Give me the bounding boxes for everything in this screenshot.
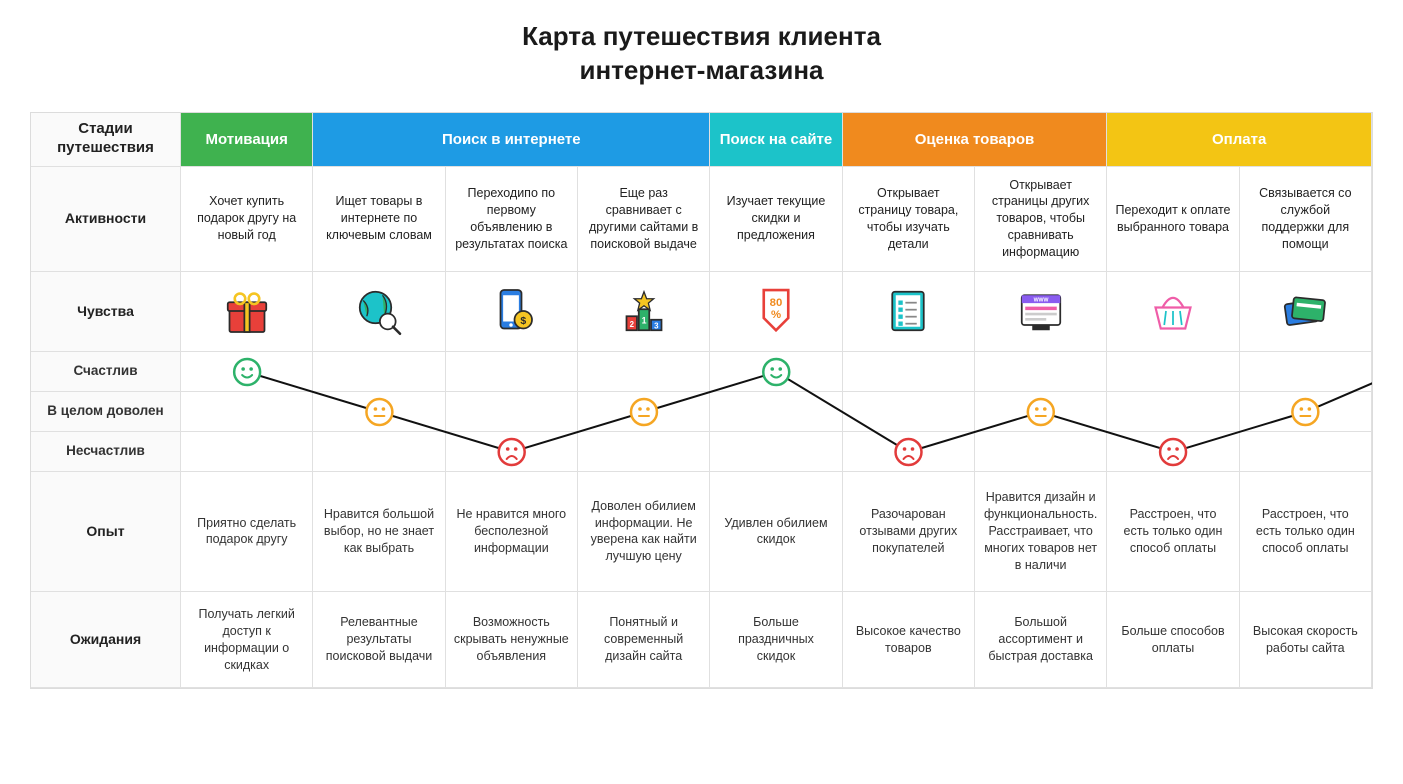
feeling-icon-cell <box>1107 272 1239 352</box>
svg-text:WWW: WWW <box>1033 298 1048 304</box>
svg-text:1: 1 <box>641 316 646 326</box>
feeling-icon-cell: $ <box>446 272 578 352</box>
rowlabel-expectations: Ожидания <box>31 592 181 689</box>
feeling-icon-cell: 80% <box>710 272 842 352</box>
rowlabel-feelings: Чувства <box>31 272 181 352</box>
svg-text:$: $ <box>521 316 527 328</box>
globe-search-icon <box>351 283 407 339</box>
feeling-icon-cell: WWW <box>975 272 1107 352</box>
activity-cell: Связывается со службой поддержки для пом… <box>1240 167 1372 272</box>
podium-icon: 12 3 <box>616 283 672 339</box>
svg-text:2: 2 <box>629 320 634 329</box>
expectation-cell: Больше праздничных скидок <box>710 592 842 689</box>
stage-header: Оценка товаров <box>843 113 1108 167</box>
page-title: Карта путешествия клиента интернет-магаз… <box>30 20 1373 88</box>
mood-chart: Счастлив В целом доволен Несчастлив <box>31 352 1372 472</box>
activity-cell: Хочет купить подарок другу на новый год <box>181 167 313 272</box>
feeling-icon-cell <box>313 272 445 352</box>
experience-cell: Не нравится много бесполезной информации <box>446 472 578 592</box>
svg-text:80: 80 <box>770 297 783 309</box>
expectation-cell: Высокая скорость работы сайта <box>1240 592 1372 689</box>
feeling-icon-cell <box>843 272 975 352</box>
experience-cell: Расстроен, что есть только один способ о… <box>1240 472 1372 592</box>
activity-cell: Открывает страницы других товаров, чтобы… <box>975 167 1107 272</box>
title-line1: Карта путешествия клиента <box>522 21 881 51</box>
title-line2: интернет-магазина <box>579 55 823 85</box>
rowlabel-unhappy: Несчастлив <box>31 432 181 472</box>
rowlabel-experience: Опыт <box>31 472 181 592</box>
cards-icon <box>1277 283 1333 339</box>
experience-cell: Удивлен обилием скидок <box>710 472 842 592</box>
expectation-cell: Получать легкий доступ к информации о ск… <box>181 592 313 689</box>
activity-cell: Ищет товары в интернете по ключевым слов… <box>313 167 445 272</box>
experience-cell: Нравится большой выбор, но не знает как … <box>313 472 445 592</box>
checklist-icon <box>880 283 936 339</box>
expectation-cell: Высокое качество товаров <box>843 592 975 689</box>
svg-text:%: % <box>771 309 781 321</box>
gift-icon <box>219 283 275 339</box>
activity-cell: Переходит к оплате выбранного товара <box>1107 167 1239 272</box>
rowlabel-activities: Активности <box>31 167 181 272</box>
browser-icon: WWW <box>1013 283 1069 339</box>
experience-cell: Нравится дизайн и функциональность. Расс… <box>975 472 1107 592</box>
phone-coin-icon: $ <box>483 283 539 339</box>
stage-header: Оплата <box>1107 113 1372 167</box>
experience-cell: Доволен обилием информации. Не уверена к… <box>578 472 710 592</box>
experience-cell: Приятно сделать подарок другу <box>181 472 313 592</box>
svg-text:3: 3 <box>654 322 659 331</box>
expectation-cell: Возможность скрывать ненужные объявления <box>446 592 578 689</box>
rowlabel-happy: Счастлив <box>31 352 181 392</box>
activity-cell: Переходипо по первому объявлению в резул… <box>446 167 578 272</box>
experience-cell: Разочарован отзывами других покупателей <box>843 472 975 592</box>
rowlabel-ok: В целом доволен <box>31 392 181 432</box>
stage-header: Мотивация <box>181 113 313 167</box>
expectation-cell: Понятный и современный дизайн сайта <box>578 592 710 689</box>
stage-header: Поиск в интернете <box>313 113 710 167</box>
basket-icon <box>1145 283 1201 339</box>
expectation-cell: Больше способов оплаты <box>1107 592 1239 689</box>
experience-cell: Расстроен, что есть только один способ о… <box>1107 472 1239 592</box>
discount-icon: 80% <box>748 283 804 339</box>
activity-cell: Еще раз сравнивает с другими сайтами в п… <box>578 167 710 272</box>
activity-cell: Открывает страницу товара, чтобы изучать… <box>843 167 975 272</box>
expectation-cell: Большой ассортимент и быстрая доставка <box>975 592 1107 689</box>
stage-header: Поиск на сайте <box>710 113 842 167</box>
feeling-icon-cell <box>181 272 313 352</box>
feeling-icon-cell <box>1240 272 1372 352</box>
feeling-icon-cell: 12 3 <box>578 272 710 352</box>
expectation-cell: Релевантные результаты поисковой выдачи <box>313 592 445 689</box>
activity-cell: Изучает текущие скидки и предложения <box>710 167 842 272</box>
journey-map-table: Стадии путешествия МотивацияПоиск в инте… <box>30 112 1373 690</box>
rowlabel-stages: Стадии путешествия <box>31 113 181 167</box>
